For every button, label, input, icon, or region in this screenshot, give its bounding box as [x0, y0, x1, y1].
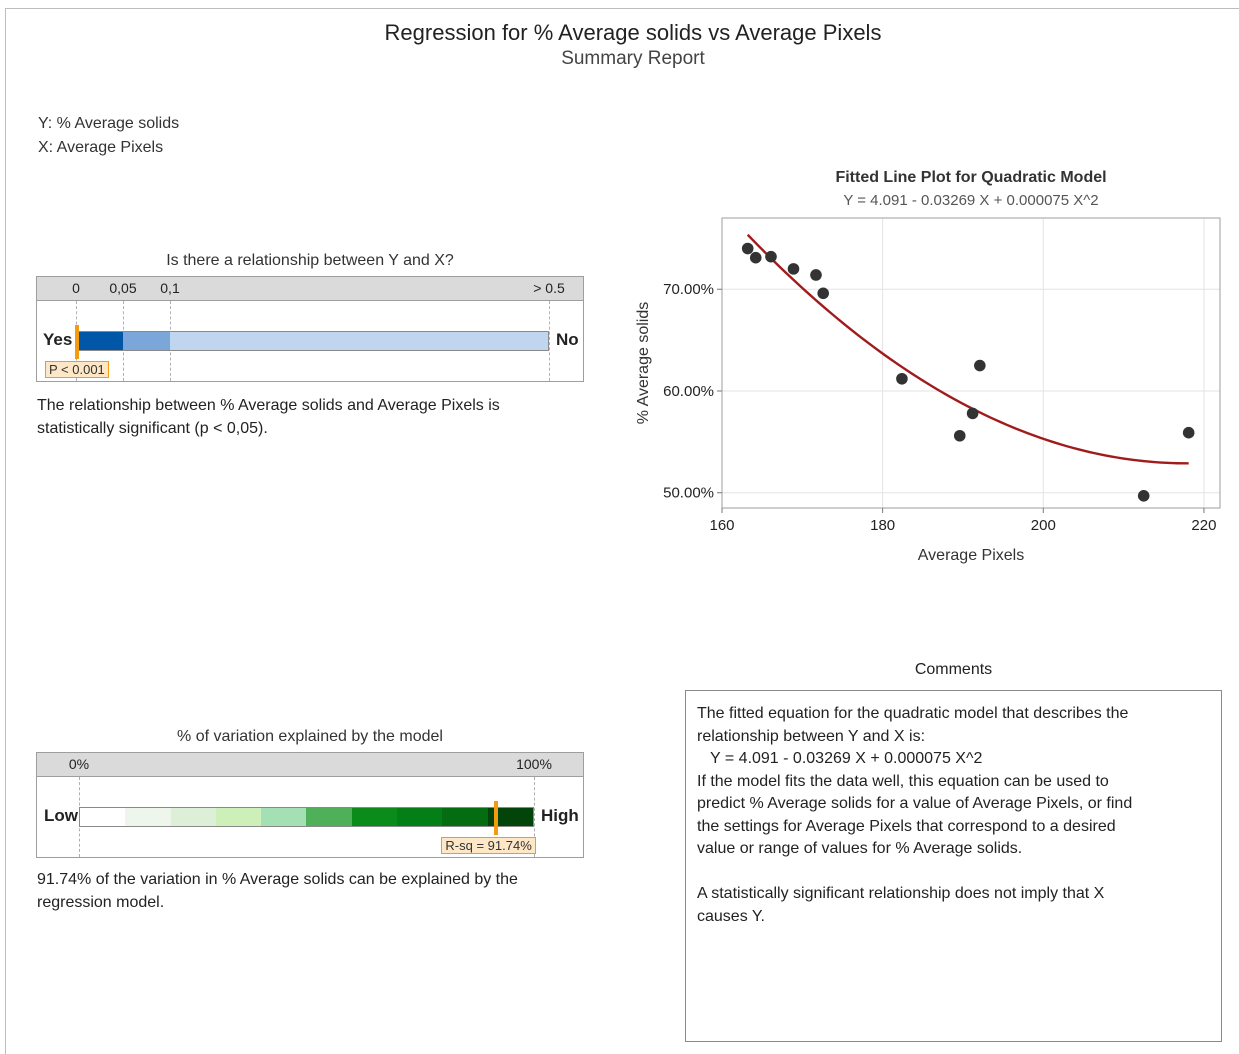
relationship-scale-header: 0 0,05 0,1 > 0.5: [37, 277, 583, 301]
high-label: High: [541, 806, 579, 825]
data-point-4: [810, 269, 822, 281]
data-point-5: [817, 287, 830, 300]
y-variable-label: Y: % Average solids: [38, 115, 180, 132]
rsq-band-3: [215, 808, 262, 826]
data-point-1: [749, 251, 762, 264]
rsq-band-9: [487, 808, 533, 826]
rsq-band-2: [170, 808, 216, 826]
rsq-marker: [494, 801, 499, 835]
x-tick-label: 180: [870, 517, 895, 534]
comment-line: the settings for Average Pixels that cor…: [697, 817, 1116, 835]
rsq-band-1: [125, 808, 171, 826]
x-tick-label: 160: [709, 517, 734, 534]
yes-label: Yes: [43, 330, 73, 349]
comment-line: causes Y.: [697, 907, 765, 925]
relationship-description: The relationship between % Average solid…: [37, 397, 500, 437]
data-point-9: [974, 359, 986, 372]
plot-grid: [721, 218, 1220, 508]
variation-bar-panel: 0% 100% Low High R-sq = 91.74%: [36, 752, 584, 858]
report-subtitle: Summary Report: [561, 48, 705, 69]
x-tick-label: 220: [1191, 517, 1216, 534]
p-segment-not-significant: [170, 331, 549, 351]
rsq-band-4: [261, 808, 307, 826]
rsq-band-6: [351, 808, 398, 826]
data-point-0: [741, 242, 754, 255]
data-point-8: [966, 407, 979, 420]
variation-description: 91.74% of the variation in % Average sol…: [37, 871, 518, 911]
variation-title: % of variation explained by the model: [177, 728, 443, 745]
data-point-3: [787, 263, 800, 275]
p-tick-05: > 0.5: [533, 280, 565, 296]
rsq-tick-100: 100%: [516, 756, 552, 772]
p-tick-005: 0,05: [109, 280, 137, 296]
comment-line: The fitted equation for the quadratic mo…: [697, 705, 1129, 722]
plot-area: [721, 217, 1221, 509]
p-value-marker: [74, 325, 79, 359]
y-axis-label: % Average solids: [635, 302, 652, 424]
p-tick-0: 0: [72, 280, 80, 296]
rsq-gradient-bar: [79, 807, 534, 827]
p-segment-borderline: [123, 331, 170, 351]
data-point-11: [1182, 426, 1195, 439]
p-tick-01: 0,1: [160, 280, 180, 296]
x-axis-label: Average Pixels: [918, 547, 1024, 564]
data-point-7: [953, 429, 966, 442]
relationship-title: Is there a relationship between Y and X?: [166, 252, 454, 269]
rsq-band-0: [80, 808, 126, 826]
fitted-line-plot: Fitted Line Plot for Quadratic Model Y =…: [635, 169, 1221, 564]
rsq-dash-100: [534, 777, 535, 857]
rsq-band-8: [442, 808, 488, 826]
plot-equation: Y = 4.091 - 0.03269 X + 0.000075 X^2: [843, 192, 1098, 209]
comment-line: predict % Average solids for a value of …: [697, 795, 1133, 812]
y-tick-label: 60.00%: [663, 383, 714, 400]
rsq-tick-0: 0%: [68, 756, 90, 772]
comment-line: relationship between Y and X is:: [697, 727, 926, 745]
x-tick-label: 200: [1031, 517, 1056, 534]
comment-line: Y = 4.091 - 0.03269 X + 0.000075 X^2: [697, 750, 983, 767]
plot-axes: 160 180 200 220 50.00% 60.00% 70.00%: [663, 281, 1216, 534]
plot-points: [741, 242, 1195, 502]
data-point-2: [765, 250, 777, 263]
comment-line: [697, 861, 1210, 884]
y-tick-label: 50.00%: [663, 485, 714, 502]
y-tick-label: 70.00%: [663, 281, 714, 298]
rsq-flag: R-sq = 91.74%: [441, 837, 536, 854]
data-point-10: [1137, 489, 1150, 502]
variation-scale-header: 0% 100%: [37, 753, 583, 777]
relationship-bar-panel: 0 0,05 0,1 > 0.5 Yes No P < 0.001: [36, 276, 584, 382]
report-title: Regression for % Average solids vs Avera…: [384, 20, 882, 45]
p-value-flag: P < 0.001: [45, 361, 109, 378]
p-dash-05: [549, 301, 550, 381]
rsq-band-5: [306, 808, 352, 826]
comment-line: A statistically significant relationship…: [697, 885, 1105, 902]
rsq-band-7: [397, 808, 443, 826]
data-point-6: [896, 372, 908, 385]
comments-title: Comments: [914, 661, 993, 678]
low-label: Low: [44, 806, 78, 825]
fit-curve: [746, 233, 1189, 465]
no-label: No: [556, 330, 579, 349]
comments-box: The fitted equation for the quadratic mo…: [685, 690, 1222, 1042]
p-segment-significant: [76, 331, 123, 351]
x-variable-label: X: Average Pixels: [38, 139, 164, 156]
report-frame: [5, 8, 1239, 1054]
plot-title: Fitted Line Plot for Quadratic Model: [835, 169, 1106, 186]
comment-line: value or range of values for % Average s…: [697, 840, 1023, 857]
comment-line: If the model fits the data well, this eq…: [697, 772, 1109, 790]
